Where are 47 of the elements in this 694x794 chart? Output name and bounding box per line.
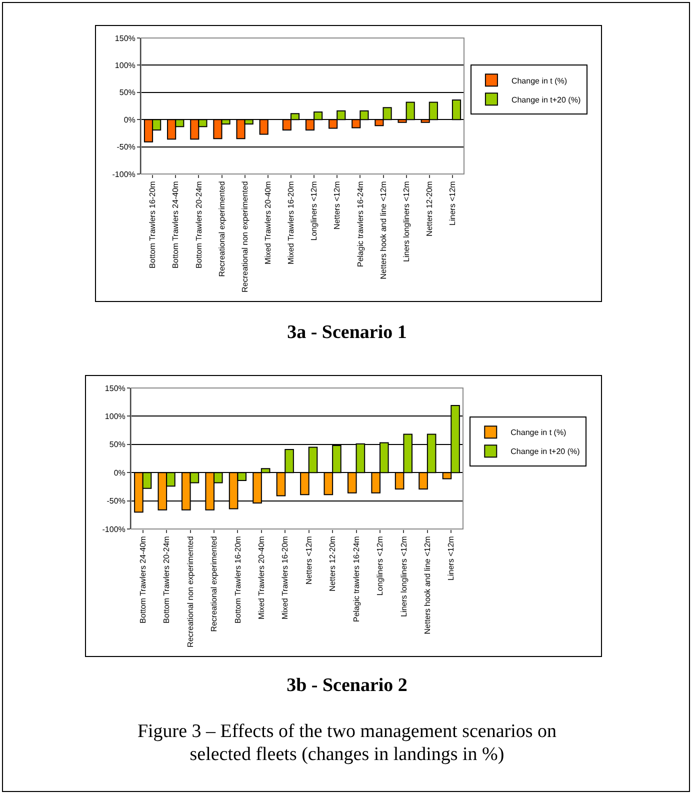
x-tick-label: Netters hook and line <12m: [423, 536, 432, 634]
y-tick-label: 100%: [114, 61, 136, 70]
legend-label: Change in t (%): [510, 428, 567, 438]
x-tick-label: Mixed Trawlers 16-20m: [280, 536, 290, 620]
x-tick-label: Bottom Trawlers 20-24m: [194, 180, 204, 268]
x-tick-label: Pelagic trawlers 16-24m: [352, 536, 361, 622]
x-tick-label: Netters hook and line <12m: [378, 180, 388, 280]
x-tick-label: Bottom Trawlers 16-20m: [233, 536, 242, 624]
x-tick-label: Bottom Trawlers 20-24m: [162, 536, 172, 624]
x-tick-label: Recreational non experimented: [240, 181, 250, 292]
x-tick-label: Liners longliners <12m: [402, 180, 411, 262]
x-tick-label: Netters <12m: [304, 536, 314, 584]
y-tick-label: 0%: [124, 115, 136, 124]
caption: Figure 3 – Effects of the two management scenarios on selected fleets (changes in landings in %): [136, 720, 558, 766]
y-tick-label: 150%: [104, 384, 126, 393]
x-tick-label: Bottom Trawlers 24-40m: [171, 180, 180, 268]
legend-label: Change in t+20 (%): [511, 95, 581, 104]
y-tick-label: 100%: [104, 412, 126, 421]
x-tick-label: Mixed Trawlers 16-20m: [286, 180, 296, 264]
y-tick-label: 50%: [109, 440, 126, 450]
y-tick-label: 150%: [114, 34, 136, 43]
x-tick-label: Pelagic trawlers 16-24m: [356, 180, 365, 268]
x-tick-label: Netters 12-20m: [328, 536, 338, 592]
y-tick-label: -50%: [116, 142, 136, 152]
x-tick-label: Mixed Trawlers 20-40m: [257, 536, 266, 620]
x-tick-label: Recreational experimented: [217, 181, 226, 277]
text: 3b - Scenario 2: [286, 675, 408, 697]
x-tick-label: Bottom Trawlers 24-40m: [138, 536, 148, 624]
x-tick-label: Netters <12m: [332, 180, 342, 230]
y-tick-label: 50%: [119, 88, 136, 98]
x-tick-label: Liners longliners <12m: [399, 536, 408, 617]
text: 3a - Scenario 1: [286, 322, 408, 344]
x-tick-label: Mixed Trawlers 20-40m: [263, 180, 272, 264]
x-tick-label: Bottom Trawlers 16-20m: [148, 180, 158, 268]
y-tick-label: -100%: [102, 524, 126, 534]
y-tick-label: -100%: [112, 170, 136, 179]
y-tick-label: -50%: [106, 496, 126, 506]
y-tick-label: 0%: [114, 468, 126, 478]
x-tick-label: Longliners <12m: [310, 180, 319, 241]
x-tick-label: Recreational non experimented: [186, 536, 195, 648]
x-tick-label: Recreational experimented: [210, 536, 219, 632]
x-tick-label: Netters 12-20m: [424, 180, 434, 236]
x-tick-label: Liners <12m: [448, 180, 458, 226]
x-tick-label: Liners <12m: [446, 536, 456, 580]
x-tick-label: Longliners <12m: [376, 536, 385, 596]
legend-label: Change in t (%): [511, 76, 568, 86]
legend-label: Change in t+20 (%): [510, 447, 580, 456]
